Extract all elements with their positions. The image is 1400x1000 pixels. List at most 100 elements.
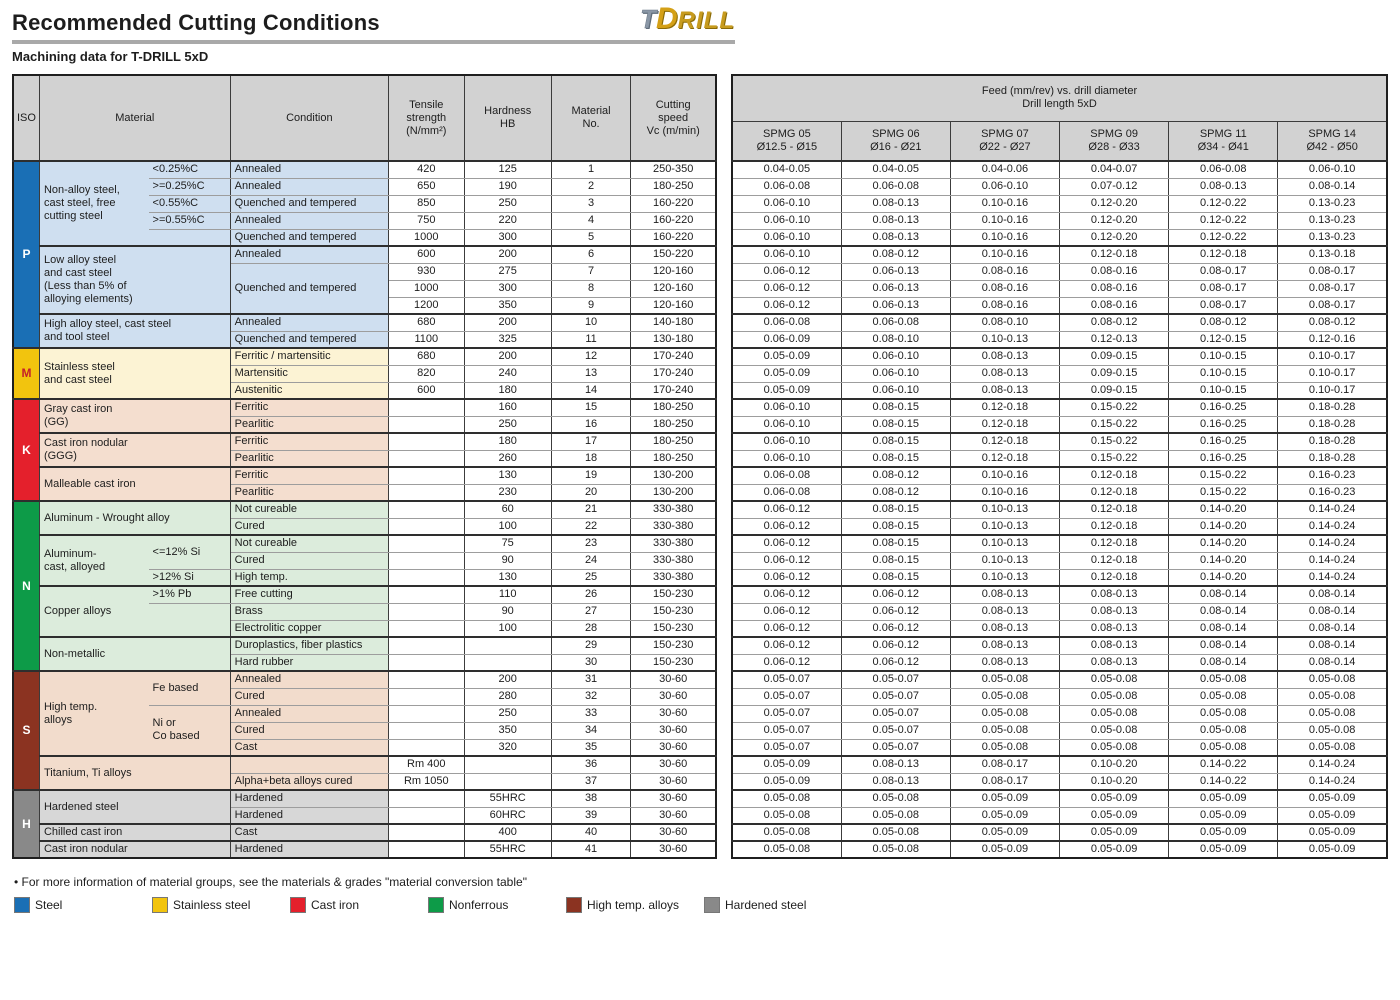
feed-header-line1: Feed (mm/rev) vs. drill diameter (981, 85, 1138, 98)
tdrill-logo: TDRILL (640, 2, 735, 36)
legend-label: High temp. alloys (587, 898, 680, 912)
cell-condition (229, 755, 390, 774)
feed-row-4: 0.06-0.10 0.08-0.13 0.10-0.16 0.12-0.20 0.12… (731, 211, 1388, 230)
cell-feed-spmg-05: 0.05-0.08 (731, 789, 842, 808)
cell-condition: Brass (229, 602, 390, 621)
cell-feed-spmg-14: 0.08-0.14 (1277, 177, 1388, 196)
cell-condition: Annealed (229, 160, 390, 179)
cell-material-no: 19 (550, 466, 632, 485)
cell-cutting-speed: 330-380 (630, 551, 717, 570)
cell-feed-spmg-11: 0.08-0.17 (1168, 296, 1279, 315)
cell-cutting-speed: 30-60 (630, 806, 717, 825)
material-row-25: >12% Si High temp. 130 25 330-380 (13, 568, 717, 587)
cell-tensile-strength: 680 (388, 347, 465, 366)
cell-feed-spmg-09: 0.05-0.08 (1059, 670, 1170, 689)
cell-feed-spmg-06: 0.05-0.07 (840, 721, 951, 740)
cell-hardness: 230 (463, 483, 552, 502)
feed-row-1: 0.04-0.05 0.04-0.05 0.04-0.06 0.04-0.07 0.06… (731, 160, 1388, 179)
cell-feed-spmg-09: 0.08-0.13 (1059, 653, 1170, 672)
material-row-36: Titanium, Ti alloys Rm 400 36 30-60 (13, 755, 717, 791)
cell-tensile-strength: 1100 (388, 330, 465, 349)
cell-cutting-speed: 250-350 (630, 160, 717, 179)
cell-feed-spmg-06: 0.08-0.13 (840, 211, 951, 230)
feed-row-27: 0.06-0.12 0.06-0.12 0.08-0.13 0.08-0.13 0.08… (731, 602, 1388, 621)
cell-feed-spmg-06: 0.05-0.07 (840, 704, 951, 723)
cell-condition: Pearlitic (229, 415, 390, 434)
cell-feed-spmg-05: 0.05-0.09 (731, 381, 842, 400)
cell-feed-spmg-14: 0.13-0.23 (1277, 211, 1388, 230)
cell-feed-spmg-14: 0.08-0.12 (1277, 313, 1388, 332)
cell-material-no: 34 (550, 721, 632, 740)
cell-feed-spmg-05: 0.06-0.10 (731, 245, 842, 264)
cell-feed-spmg-09: 0.05-0.08 (1059, 721, 1170, 740)
cell-feed-spmg-09: 0.08-0.13 (1059, 619, 1170, 638)
feed-row-38: 0.05-0.08 0.05-0.08 0.05-0.09 0.05-0.09 0.05… (731, 789, 1388, 808)
cell-feed-spmg-11: 0.12-0.22 (1168, 194, 1279, 213)
cell-feed-spmg-14: 0.12-0.16 (1277, 330, 1388, 349)
material-row-15: K Gray cast iron (GG) Ferritic 160 15 180-250 (12, 398, 717, 502)
cell-feed-spmg-07: 0.12-0.18 (949, 415, 1061, 434)
cell-feed-spmg-11: 0.14-0.20 (1168, 551, 1279, 570)
cell-feed-spmg-11: 0.08-0.14 (1168, 585, 1279, 604)
cell-feed-spmg-14: 0.06-0.10 (1277, 160, 1388, 179)
cell-feed-spmg-05: 0.05-0.07 (731, 704, 842, 723)
cell-condition: Cured (229, 687, 390, 706)
cell-material: Gray cast iron (GG) (38, 398, 231, 434)
legend-swatch (152, 897, 168, 913)
cell-feed-spmg-11: 0.16-0.25 (1168, 398, 1279, 417)
cell-tensile-strength (388, 738, 465, 757)
cell-hardness: 250 (463, 704, 552, 723)
material-group-legend: Steel Stainless steel Cast iron Nonferrous H… (14, 897, 1388, 913)
cell-material: High temp. alloys (38, 670, 149, 757)
cell-feed-spmg-14: 0.05-0.09 (1277, 840, 1388, 859)
cell-feed-spmg-14: 0.14-0.24 (1277, 551, 1388, 570)
cell-condition: Annealed (229, 313, 390, 332)
cell-feed-spmg-06: 0.08-0.15 (840, 534, 951, 553)
cell-feed-spmg-09: 0.12-0.20 (1059, 228, 1170, 247)
cell-hardness (463, 636, 552, 655)
cell-material: Malleable cast iron (38, 466, 231, 502)
cell-feed-spmg-07: 0.12-0.18 (949, 449, 1061, 468)
col-header-cutting-speed: Cutting speed Vc (m/min) (630, 74, 717, 162)
cell-hardness: 280 (463, 687, 552, 706)
cell-feed-spmg-09: 0.08-0.12 (1059, 313, 1170, 332)
cell-feed-spmg-11: 0.14-0.20 (1168, 517, 1279, 536)
material-row-22: Cured 100 22 330-380 (13, 517, 717, 536)
logo-rest: RILL (677, 7, 735, 34)
cell-material-no: 24 (550, 551, 632, 570)
cell-feed-spmg-06: 0.08-0.15 (840, 398, 951, 417)
legend-item-stainless-steel: Stainless steel (152, 897, 290, 913)
cell-hardness: 400 (463, 823, 552, 842)
cell-feed-spmg-11: 0.05-0.08 (1168, 704, 1279, 723)
material-row-40: Chilled cast iron Cast 400 40 30-60 (13, 823, 717, 842)
cell-tensile-strength: 1200 (388, 296, 465, 315)
cell-feed-spmg-06: 0.06-0.10 (840, 381, 951, 400)
legend-swatch (566, 897, 582, 913)
cell-cutting-speed: 30-60 (630, 687, 717, 706)
cell-cutting-speed: 170-240 (630, 381, 717, 400)
cell-tensile-strength (388, 789, 465, 808)
cutting-conditions-table: ISO Material Condition Tensile strength … (12, 74, 1388, 859)
cell-tensile-strength (388, 840, 465, 859)
material-row-2: >=0.25%C Annealed 650 190 2 180-250 (13, 177, 717, 196)
cell-material-no: 10 (550, 313, 632, 332)
cell-cutting-speed: 180-250 (630, 432, 717, 451)
cell-tensile-strength (388, 721, 465, 740)
cell-material-no: 32 (550, 687, 632, 706)
cell-feed-spmg-09: 0.09-0.15 (1059, 364, 1170, 383)
cell-tensile-strength (388, 398, 465, 417)
feed-row-20: 0.06-0.08 0.08-0.12 0.10-0.16 0.12-0.18 0.15… (731, 483, 1388, 502)
cell-condition: Annealed (229, 211, 390, 230)
cell-feed-spmg-09: 0.08-0.13 (1059, 602, 1170, 621)
cell-feed-spmg-14: 0.14-0.24 (1277, 568, 1388, 587)
feed-col-header-spmg-11: SPMG 11 Ø34 - Ø41 (1168, 120, 1279, 162)
cell-condition: Ferritic (229, 466, 390, 485)
cell-cutting-speed: 170-240 (630, 347, 717, 366)
cell-cutting-speed: 130-180 (630, 330, 717, 349)
cell-feed-spmg-11: 0.08-0.17 (1168, 262, 1279, 281)
cell-feed-spmg-05: 0.05-0.09 (731, 755, 842, 774)
legend-swatch (14, 897, 30, 913)
cell-feed-spmg-06: 0.08-0.15 (840, 432, 951, 451)
cell-feed-spmg-07: 0.08-0.13 (949, 619, 1061, 638)
cell-material-no: 31 (550, 670, 632, 689)
